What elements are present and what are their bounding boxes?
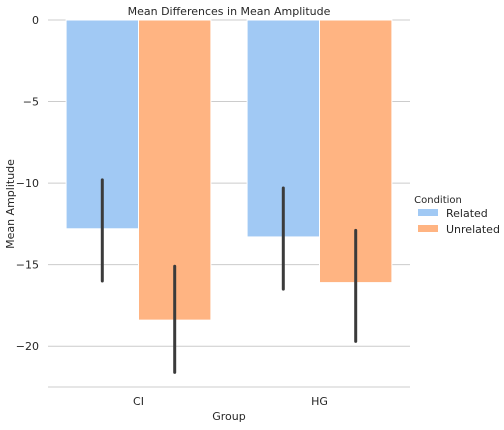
x-axis-title: Group: [212, 410, 246, 423]
x-tick-label: HG: [311, 395, 328, 408]
y-tick-labels: 0 −5 −10 −15 −20: [16, 14, 39, 353]
chart-title: Mean Differences in Mean Amplitude: [128, 5, 331, 18]
legend-label-unrelated: Unrelated: [446, 223, 500, 236]
y-tick-label: −20: [16, 340, 39, 353]
x-tick-labels: CI HG: [133, 395, 328, 408]
bars: [65, 19, 393, 321]
error-bars: [100, 178, 358, 374]
y-tick-label: 0: [32, 14, 39, 27]
y-axis-title: Mean Amplitude: [4, 159, 17, 249]
legend-swatch-related: [418, 209, 438, 216]
y-tick-label: −15: [16, 259, 39, 272]
y-tick-label: −10: [16, 177, 39, 190]
legend-title: Condition: [414, 195, 462, 206]
legend-label-related: Related: [446, 207, 488, 220]
legend-swatch-unrelated: [418, 225, 438, 232]
legend: Condition Related Unrelated: [414, 195, 500, 236]
x-tick-label: CI: [133, 395, 144, 408]
y-tick-label: −5: [23, 96, 39, 109]
